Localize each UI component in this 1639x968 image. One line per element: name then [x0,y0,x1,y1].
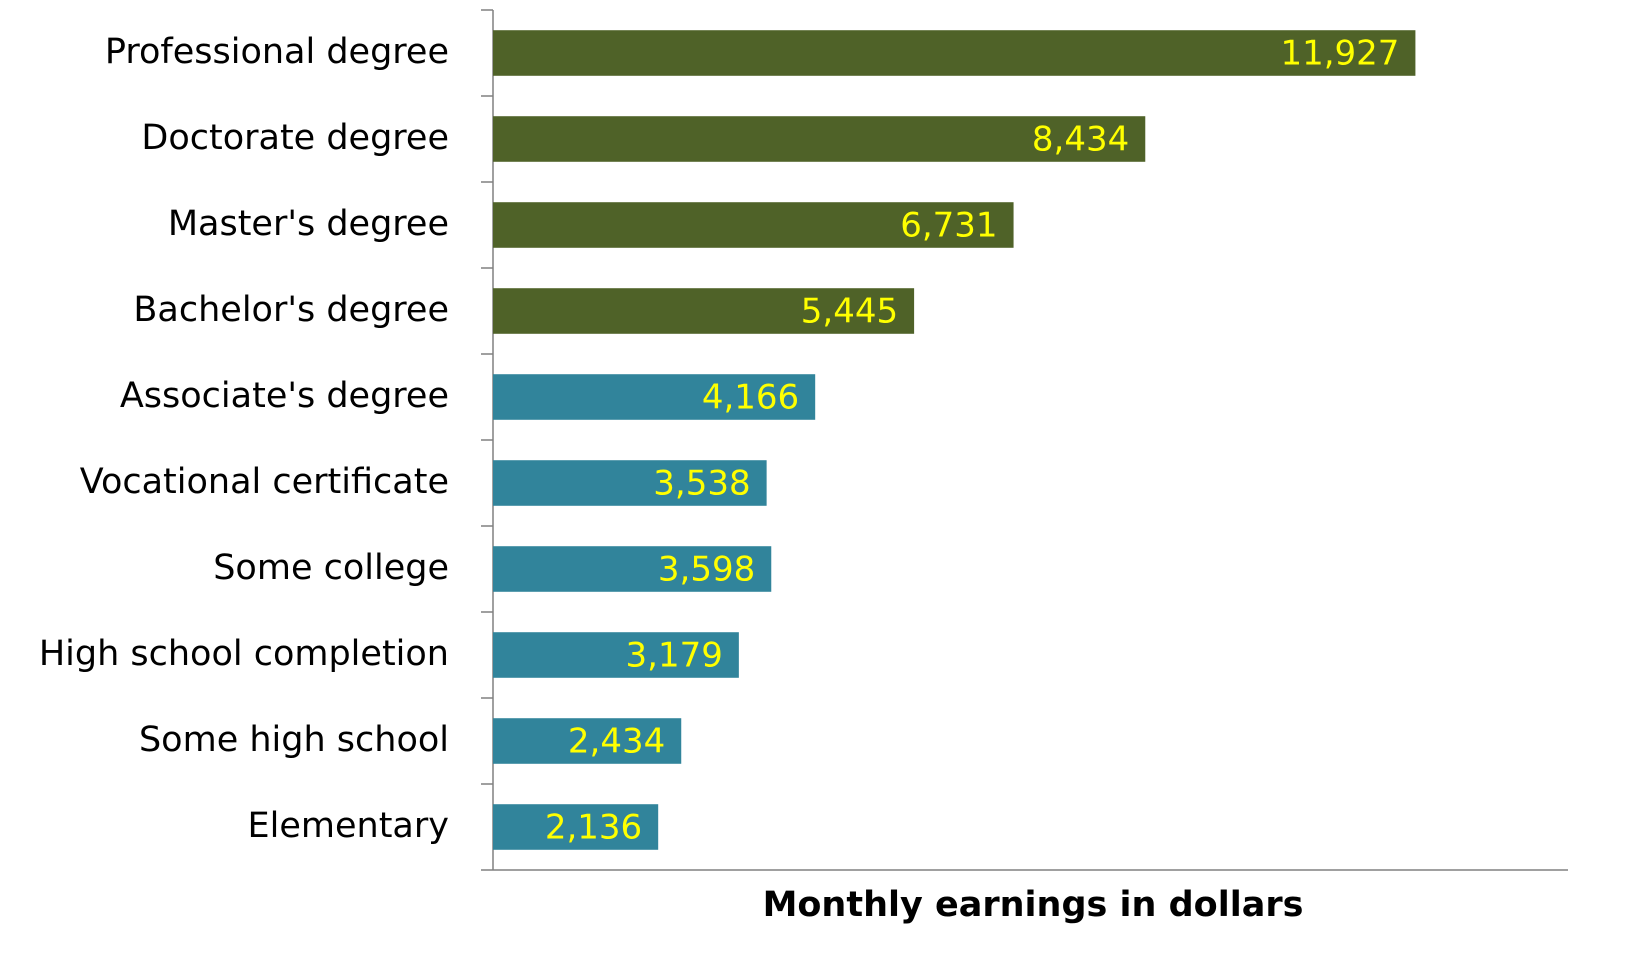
bar [493,374,816,420]
bar [493,460,767,506]
y-tick-label: Master's degree [168,204,449,244]
value-label: 3,598 [658,550,755,590]
value-label: 6,731 [900,206,997,246]
bar [493,116,1146,162]
y-tick-label: Elementary [248,806,449,846]
value-label: 3,538 [653,464,750,504]
value-label: 4,166 [702,378,799,418]
x-axis-title: Monthly earnings in dollars [763,885,1304,925]
value-label: 11,927 [1280,34,1399,74]
bar [493,632,739,678]
value-label: 8,434 [1032,120,1129,160]
bar [493,546,772,592]
bar [493,202,1014,248]
bar [493,30,1416,76]
value-label: 5,445 [801,292,898,332]
value-label: 2,136 [545,808,642,848]
y-tick-label: Professional degree [105,32,449,72]
bar [493,718,682,764]
value-label: 3,179 [626,636,723,676]
bar [493,804,659,850]
y-tick-label: Some college [213,548,449,588]
y-tick-label: Associate's degree [120,376,449,416]
y-tick-label: Vocational certificate [80,462,449,502]
bar [493,288,915,334]
value-label: 2,434 [568,722,665,762]
y-tick-label: High school completion [39,634,449,674]
y-tick-label: Some high school [139,720,449,760]
y-tick-label: Doctorate degree [141,118,449,158]
y-tick-label: Bachelor's degree [133,290,449,330]
